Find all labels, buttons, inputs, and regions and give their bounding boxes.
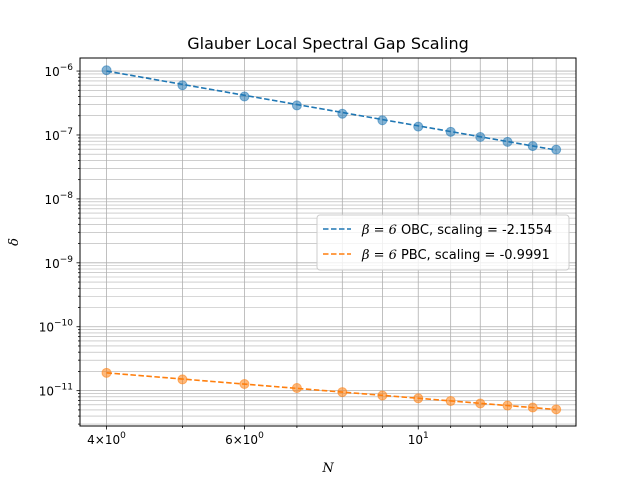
legend: β = 6 OBC, scaling = -2.1554 β = 6 PBC, sc… <box>316 214 570 271</box>
x-tick-label-exponent: 0 <box>258 431 264 441</box>
data-point-obc <box>101 65 112 76</box>
data-point-obc <box>239 91 250 102</box>
y-tick-label: 10−8 <box>44 191 73 207</box>
series-layer <box>101 65 562 415</box>
plot-frame <box>79 57 577 427</box>
x-tick-label-times: × <box>95 433 105 447</box>
x-tick-label-mantissa: 4 <box>87 433 95 447</box>
y-tick-label: 10−6 <box>44 63 73 79</box>
y-tick-label: 10−9 <box>44 255 73 271</box>
y-tick-label-base: 10 <box>44 193 59 207</box>
y-tick-label-base: 10 <box>44 129 59 143</box>
y-tick-label-base: 10 <box>39 321 54 335</box>
x-tick-label-base: 10 <box>105 433 120 447</box>
data-point-obc <box>291 100 302 111</box>
legend-box <box>316 214 570 271</box>
legend-entry-pbc: β = 6 PBC, scaling = -0.9991 <box>361 248 550 263</box>
fit-line-pbc <box>106 372 557 411</box>
x-tick-label: 4×100 <box>87 431 126 447</box>
legend-entry-obc-beta: β = 6 <box>361 223 397 238</box>
legend-entry-obc-text: OBC, scaling = -2.1554 <box>401 223 552 238</box>
y-tick-label: 10−7 <box>44 127 73 143</box>
x-tick-label-base: 10 <box>408 433 423 447</box>
x-tick-label-base: 10 <box>243 433 258 447</box>
chart-title: Glauber Local Spectral Gap Scaling <box>187 34 469 53</box>
fit-line-obc <box>106 70 557 151</box>
y-tick-label-exponent: −9 <box>60 255 74 265</box>
x-tick-label-exponent: 0 <box>120 431 126 441</box>
legend-entry-pbc-beta: β = 6 <box>361 248 397 263</box>
x-tick-label-mantissa: 6 <box>225 433 233 447</box>
y-tick-label: 10−10 <box>39 319 74 335</box>
x-tick-label: 101 <box>408 431 429 447</box>
x-tick-label: 6×100 <box>225 431 264 447</box>
legend-entry-pbc-text: PBC, scaling = -0.9991 <box>401 248 550 263</box>
y-tick-label-exponent: −6 <box>60 63 74 73</box>
y-tick-label: 10−11 <box>39 383 73 399</box>
x-tick-label-times: × <box>233 433 243 447</box>
x-axis-label: N <box>321 461 334 476</box>
y-tick-label-exponent: −11 <box>54 383 73 393</box>
y-tick-label-base: 10 <box>44 65 59 79</box>
y-tick-label-base: 10 <box>44 257 59 271</box>
legend-entry-obc: β = 6 OBC, scaling = -2.1554 <box>361 223 552 238</box>
y-tick-label-exponent: −7 <box>60 127 73 137</box>
y-tick-label-base: 10 <box>39 385 54 399</box>
y-axis-label: δ <box>7 238 22 246</box>
y-tick-label-exponent: −8 <box>60 191 74 201</box>
x-tick-label-exponent: 1 <box>423 431 429 441</box>
y-tick-label-exponent: −10 <box>54 319 73 329</box>
